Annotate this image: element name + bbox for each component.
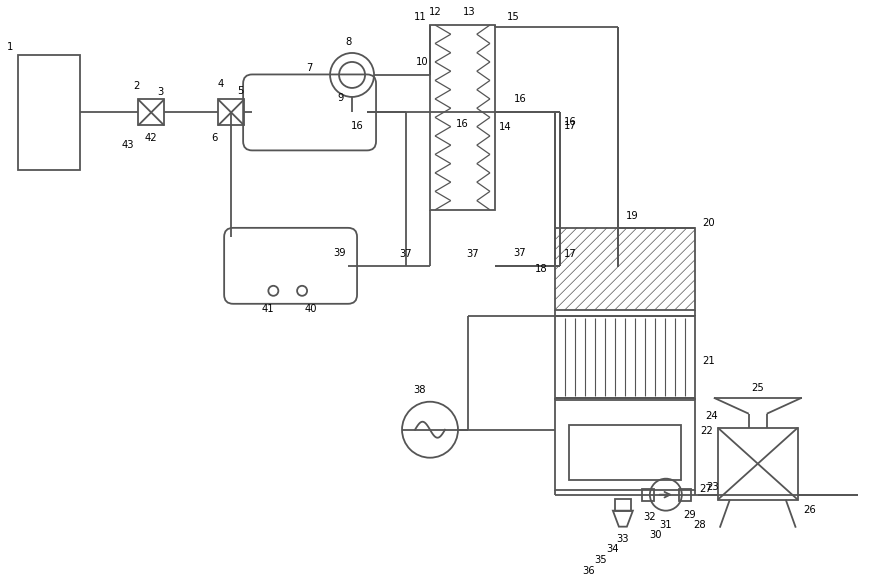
Text: 17: 17 <box>563 249 575 259</box>
Text: 37: 37 <box>513 248 526 258</box>
Text: 42: 42 <box>145 133 157 144</box>
Bar <box>568 425 680 479</box>
Text: 36: 36 <box>582 565 594 576</box>
Text: 5: 5 <box>236 87 243 96</box>
Bar <box>18 55 80 170</box>
Text: 31: 31 <box>659 520 672 530</box>
Text: 34: 34 <box>606 544 619 554</box>
Text: 17: 17 <box>563 121 575 132</box>
Text: 8: 8 <box>344 37 351 47</box>
Text: 4: 4 <box>218 80 224 89</box>
Text: 7: 7 <box>306 63 313 73</box>
Text: 43: 43 <box>122 140 135 151</box>
Text: 16: 16 <box>563 117 575 128</box>
Bar <box>554 400 694 490</box>
Text: 35: 35 <box>594 554 607 565</box>
Bar <box>614 499 630 511</box>
Bar <box>554 228 694 310</box>
Bar <box>717 428 797 500</box>
Text: 15: 15 <box>506 12 519 22</box>
Text: 20: 20 <box>701 218 714 228</box>
Text: 38: 38 <box>414 385 426 395</box>
Text: 19: 19 <box>625 211 638 221</box>
Text: 22: 22 <box>700 426 713 436</box>
Text: 16: 16 <box>350 121 363 132</box>
Text: 14: 14 <box>498 122 511 132</box>
Text: 1: 1 <box>7 42 13 52</box>
Bar <box>641 489 653 501</box>
Text: 30: 30 <box>649 530 661 539</box>
Text: 33: 33 <box>616 534 628 544</box>
Bar <box>218 99 244 125</box>
Text: 24: 24 <box>705 411 717 421</box>
Bar <box>678 489 690 501</box>
Text: 12: 12 <box>428 7 441 17</box>
Text: 23: 23 <box>706 482 719 492</box>
Bar <box>138 99 164 125</box>
Text: 9: 9 <box>336 93 343 103</box>
Text: 3: 3 <box>157 88 163 98</box>
Text: 29: 29 <box>683 509 695 520</box>
Text: 11: 11 <box>413 12 426 22</box>
Text: 28: 28 <box>693 520 706 530</box>
Text: 26: 26 <box>802 505 815 515</box>
Text: 13: 13 <box>462 7 474 17</box>
Text: 40: 40 <box>305 304 317 314</box>
Text: 39: 39 <box>334 248 346 258</box>
Text: 18: 18 <box>534 264 547 274</box>
Bar <box>554 316 694 398</box>
Text: 10: 10 <box>415 57 428 67</box>
Text: 6: 6 <box>210 133 217 144</box>
Text: 41: 41 <box>261 304 274 314</box>
Bar <box>429 25 494 210</box>
Text: 2: 2 <box>133 81 139 91</box>
Text: 37: 37 <box>466 249 478 259</box>
Text: 16: 16 <box>455 119 468 129</box>
Text: 37: 37 <box>399 249 412 259</box>
Text: 21: 21 <box>701 356 714 366</box>
Text: 16: 16 <box>513 95 526 104</box>
Text: 25: 25 <box>751 383 763 393</box>
Text: 27: 27 <box>699 484 712 494</box>
Text: 32: 32 <box>643 512 655 522</box>
